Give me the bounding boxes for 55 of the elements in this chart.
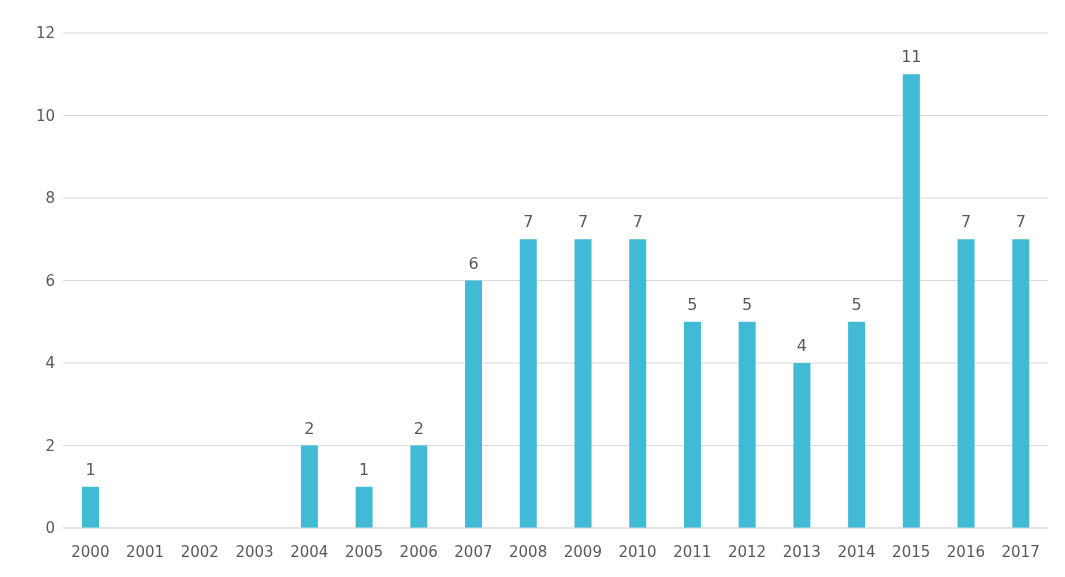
bar xyxy=(957,239,975,528)
data-label: 1 xyxy=(359,459,370,479)
bar xyxy=(574,239,592,528)
data-label: 7 xyxy=(632,212,643,232)
x-tick-label: 2011 xyxy=(673,542,712,561)
x-tick-label: 2008 xyxy=(509,542,548,561)
data-label: 11 xyxy=(901,47,922,67)
y-tick-label: 10 xyxy=(35,106,55,125)
bar xyxy=(629,239,647,528)
x-tick-label: 2010 xyxy=(618,542,657,561)
bar xyxy=(793,363,811,528)
data-label: 1 xyxy=(85,459,96,479)
y-tick-label: 8 xyxy=(45,189,55,208)
y-tick-label: 12 xyxy=(35,24,55,43)
x-tick-label: 2007 xyxy=(454,542,493,561)
bar xyxy=(465,280,483,528)
bar xyxy=(410,445,428,528)
x-tick-label: 2013 xyxy=(782,542,821,561)
x-tick-label: 2014 xyxy=(837,542,876,561)
x-tick-label: 2003 xyxy=(235,542,274,561)
x-tick-label: 2009 xyxy=(563,542,602,561)
data-label: 7 xyxy=(960,212,972,232)
y-tick-label: 6 xyxy=(45,271,55,290)
data-label: 4 xyxy=(796,336,807,355)
x-tick-label: 2016 xyxy=(946,542,986,561)
x-tick-label: 2001 xyxy=(125,542,165,561)
bar xyxy=(902,74,920,528)
x-tick-label: 2005 xyxy=(344,542,384,561)
data-label: 7 xyxy=(577,212,589,232)
x-tick-label: 2017 xyxy=(1001,542,1040,561)
data-label: 6 xyxy=(468,253,479,273)
bar xyxy=(82,486,99,528)
x-tick-label: 2002 xyxy=(180,542,219,561)
data-label: 7 xyxy=(1015,212,1026,232)
y-tick-label: 0 xyxy=(45,519,55,538)
data-label: 5 xyxy=(851,294,862,314)
bar xyxy=(519,239,537,528)
data-label: 5 xyxy=(687,294,698,314)
y-tick-label: 4 xyxy=(45,354,55,373)
bar xyxy=(355,486,373,528)
bar xyxy=(738,321,756,528)
x-tick-label: 2015 xyxy=(892,542,931,561)
bar xyxy=(1012,239,1030,528)
bar xyxy=(683,321,701,528)
data-label: 2 xyxy=(304,418,315,438)
x-tick-label: 2006 xyxy=(399,542,438,561)
bar xyxy=(300,445,318,528)
x-tick-label: 2012 xyxy=(727,542,767,561)
data-label: 5 xyxy=(742,294,753,314)
x-tick-label: 2000 xyxy=(71,542,110,561)
data-label: 2 xyxy=(413,418,424,438)
x-tick-label: 2004 xyxy=(290,542,329,561)
bar xyxy=(848,321,866,528)
y-tick-label: 2 xyxy=(45,436,55,455)
data-label: 7 xyxy=(523,212,534,232)
